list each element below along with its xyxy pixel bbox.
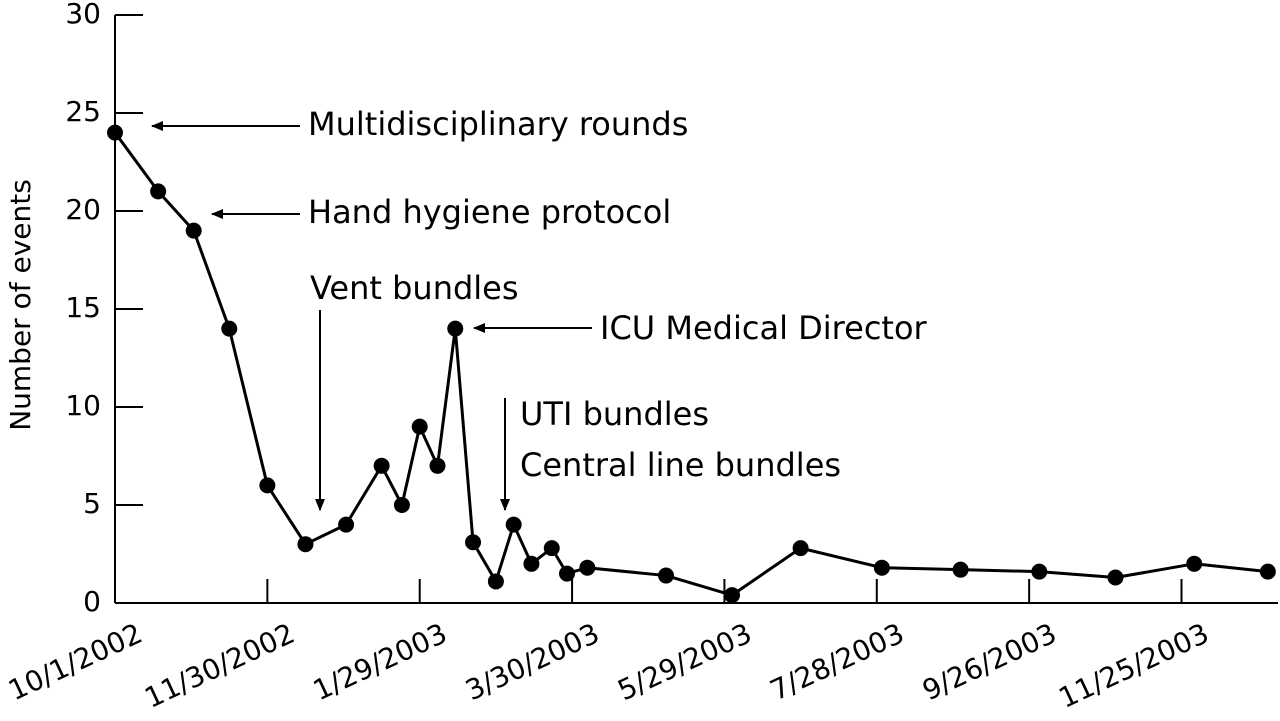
data-point (505, 516, 522, 533)
y-tick-label: 25 (65, 95, 101, 128)
annotation: Hand hygiene protocol (308, 193, 671, 231)
data-point (1031, 563, 1048, 580)
y-axis-label: Number of events (4, 179, 37, 431)
x-tick-label: 9/26/2003 (917, 617, 1061, 708)
annotation: Vent bundles (310, 269, 519, 307)
data-point (373, 457, 390, 474)
data-point (873, 559, 890, 576)
data-point (952, 561, 969, 578)
x-tick-label: 1/29/2003 (308, 617, 452, 708)
y-tick-label: 5 (83, 487, 101, 520)
data-point (297, 536, 314, 553)
data-point (185, 222, 202, 239)
y-tick-label: 30 (65, 0, 101, 30)
data-point (411, 418, 428, 435)
data-point (150, 183, 167, 200)
data-point (658, 567, 675, 584)
y-tick-label: 20 (65, 193, 101, 226)
x-tick-label: 3/30/2003 (460, 617, 604, 708)
data-point (487, 573, 504, 590)
annotation: UTI bundles (520, 395, 709, 433)
data-point (558, 565, 575, 582)
data-point (1186, 555, 1203, 572)
x-tick-label: 11/30/2002 (139, 617, 299, 715)
annotation: Central line bundles (520, 446, 841, 484)
data-point (1259, 563, 1276, 580)
data-point (724, 587, 741, 604)
data-point (1107, 569, 1124, 586)
x-tick-label: 5/29/2003 (613, 617, 757, 708)
y-tick-label: 0 (83, 585, 101, 618)
annotation: Multidisciplinary rounds (308, 105, 688, 143)
data-line (113, 131, 1269, 597)
data-point (221, 320, 238, 337)
data-point (338, 516, 355, 533)
data-point (107, 124, 123, 141)
data-point (465, 534, 482, 551)
data-point (429, 457, 446, 474)
data-point (259, 477, 276, 494)
data-point (523, 555, 540, 572)
data-point (579, 559, 596, 576)
annotation: ICU Medical Director (600, 309, 928, 347)
x-tick-label: 11/25/2003 (1054, 617, 1214, 715)
data-point (393, 497, 410, 513)
data-point (543, 540, 560, 557)
data-point (447, 320, 464, 337)
y-tick-label: 15 (65, 291, 101, 324)
x-tick-label: 10/1/2002 (3, 617, 147, 708)
y-tick-label: 10 (65, 389, 101, 422)
data-point (792, 540, 809, 557)
x-tick-label: 7/28/2003 (765, 617, 909, 708)
